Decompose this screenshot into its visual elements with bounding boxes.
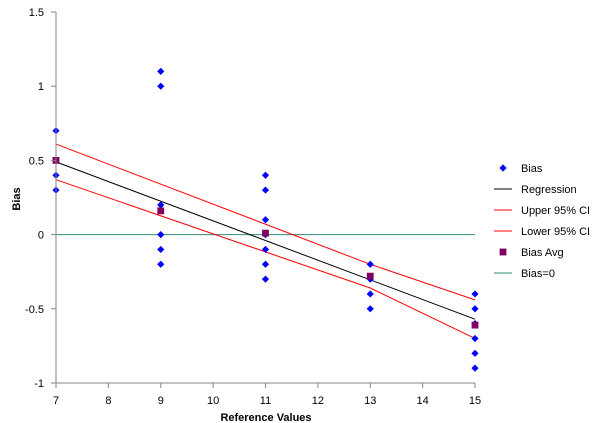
y-tick-label: -0.5 xyxy=(25,304,44,316)
bias-point xyxy=(261,171,270,179)
bias-avg-point xyxy=(262,229,269,237)
y-tick-label: 0.5 xyxy=(29,155,44,167)
bias-avg-point xyxy=(366,272,374,280)
bias-point xyxy=(157,260,165,268)
x-axis: 7 8 9 10 11 12 13 14 15 xyxy=(53,382,481,407)
x-tick-label: 7 xyxy=(53,395,59,407)
bias-point xyxy=(366,260,374,268)
bias-point xyxy=(157,67,165,75)
bias-avg-point xyxy=(471,321,479,329)
x-tick-label: 13 xyxy=(364,395,376,407)
x-tick-label: 8 xyxy=(105,395,111,407)
legend-label: Upper 95% CI xyxy=(521,205,590,217)
bias-point xyxy=(261,186,270,194)
y-axis: -1 -0.5 0 0.5 1 1.5 xyxy=(25,7,57,390)
legend: Bias Regression Upper 95% CI Lower 95% CI Bi… xyxy=(494,163,590,280)
x-tick-label: 11 xyxy=(260,395,271,407)
y-tick-label: -1 xyxy=(34,378,44,390)
x-tick-label: 10 xyxy=(207,395,219,407)
bias-point xyxy=(261,260,270,268)
legend-swatch-diamond xyxy=(499,164,507,172)
bias-point xyxy=(157,201,165,209)
legend-label: Lower 95% CI xyxy=(521,226,590,238)
legend-label: Bias Avg xyxy=(521,247,564,259)
legend-label: Regression xyxy=(521,184,577,196)
bias-point xyxy=(261,275,270,283)
bias-point xyxy=(471,364,479,372)
plot-area xyxy=(52,67,479,372)
bias-point xyxy=(157,245,165,254)
bias-avg-point xyxy=(157,207,165,215)
y-tick-label: 0 xyxy=(38,230,44,242)
series-line-regression xyxy=(55,161,476,320)
y-tick-label: 1 xyxy=(38,81,44,93)
y-axis-title: Bias xyxy=(11,187,23,210)
legend-label: Bias xyxy=(521,163,543,175)
x-tick-label: 14 xyxy=(417,395,429,407)
series-line-lower-95-ci xyxy=(55,179,476,339)
bias-point xyxy=(261,216,270,224)
x-tick-label: 9 xyxy=(158,395,164,407)
bias-point xyxy=(471,305,479,313)
bias-point xyxy=(471,349,479,357)
bias-point xyxy=(366,290,374,298)
x-tick-label: 12 xyxy=(312,395,324,407)
x-axis-title: Reference Values xyxy=(220,412,311,423)
bias-point xyxy=(261,245,270,254)
bias-point xyxy=(471,334,479,343)
x-tick-label: 15 xyxy=(469,395,481,407)
legend-label: Bias=0 xyxy=(521,268,555,280)
bias-point xyxy=(471,290,479,298)
bias-point xyxy=(157,231,165,239)
bias-point xyxy=(157,82,165,90)
bias-point xyxy=(366,305,374,313)
legend-swatch-square xyxy=(499,248,507,256)
y-tick-label: 1.5 xyxy=(29,7,44,19)
